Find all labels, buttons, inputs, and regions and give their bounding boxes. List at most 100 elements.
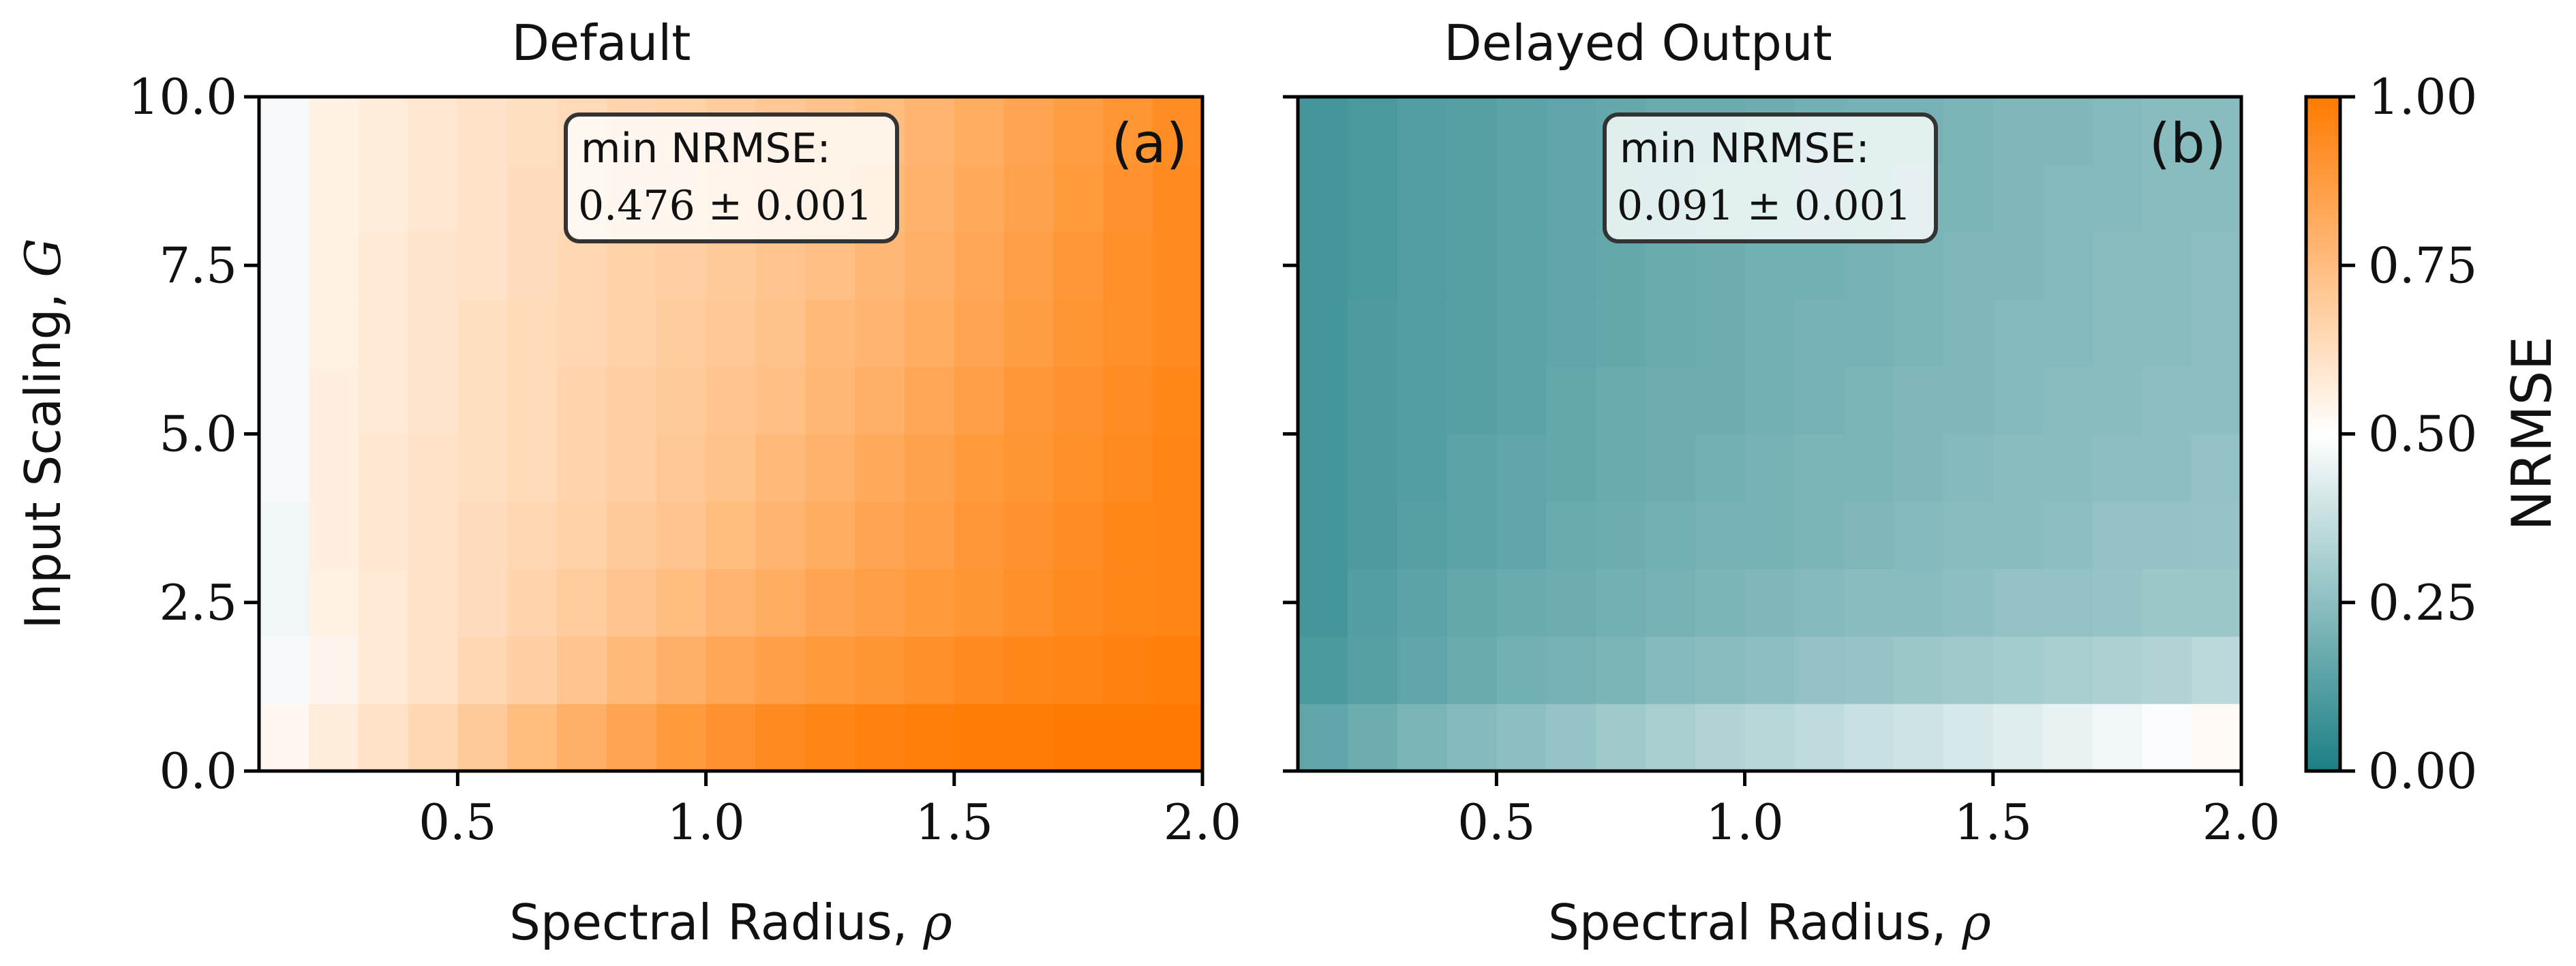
panel-a-cell (358, 569, 409, 637)
panel-a-cell (855, 704, 905, 772)
panel-a-cell (457, 636, 508, 704)
colorbar-ticks: 0.00 0.25 0.50 0.75 1.00 (2340, 68, 2477, 800)
panel-b-x-ticks: 0.5 1.0 1.5 2.0 (1457, 771, 2280, 851)
panel-a-cell (308, 231, 359, 300)
panel-b-annotation-box (1603, 112, 1938, 243)
panel-a-cell (507, 434, 558, 502)
panel-b-cell (2192, 434, 2242, 502)
panel-a-cell (755, 569, 806, 637)
panel-b-cell (2142, 704, 2192, 772)
panel-b-cell (2092, 636, 2142, 704)
panel-a-cell (557, 299, 607, 367)
panel-a-y-tick-label: 2.5 (159, 574, 237, 631)
colorbar-gradient (2304, 95, 2342, 773)
panel-a-cell (954, 704, 1005, 772)
panel-b-annotation-title: min NRMSE: (1620, 125, 1870, 172)
panel-b-cell (1397, 501, 1448, 569)
panel-a-cell (1053, 299, 1104, 367)
panel-a-cell (259, 231, 309, 300)
panel-b-cell (2142, 366, 2192, 435)
panel-b-cell (1397, 704, 1448, 772)
panel-b-cell (1894, 569, 1944, 637)
panel-b-cell (1546, 299, 1596, 367)
panel-a-cell (706, 501, 757, 569)
panel-b-cell (1347, 501, 1398, 569)
panel-b-cell (2142, 164, 2192, 232)
panel-b-cell (1446, 231, 1497, 300)
panel-b-cell (1695, 569, 1746, 637)
panel-b-cell (1943, 501, 1994, 569)
panel-b-cell (1446, 97, 1497, 165)
panel-b-cell (1546, 366, 1596, 435)
panel-b-cell (1992, 366, 2044, 435)
panel-b-cell (1844, 636, 1894, 704)
panel-a-cell (557, 501, 607, 569)
panel-b-cell (1645, 704, 1696, 772)
panel-a-cell (954, 366, 1005, 435)
panel-b-cell (2192, 97, 2242, 165)
panel-b-cell (1992, 299, 2044, 367)
panel-b-cell (1695, 299, 1746, 367)
panel-b-cell (1298, 164, 1348, 232)
panel-a-cell (1153, 164, 1203, 232)
panel-b-cell (1844, 704, 1894, 772)
panel-a-cell (1053, 501, 1104, 569)
panel-a-cell (904, 164, 955, 232)
panel-b-cell (2192, 569, 2242, 637)
panel-b-cell (2092, 501, 2142, 569)
panel-a-cell (904, 231, 955, 300)
panel-b-cell (1992, 434, 2044, 502)
panel-b-cell (2092, 164, 2142, 232)
panel-b-cell (1347, 704, 1398, 772)
panel-a-cell (457, 434, 508, 502)
panel-a-y-tick-label: 10.0 (128, 68, 237, 125)
panel-a-cell (656, 704, 707, 772)
panel-b-cell (1794, 434, 1845, 502)
panel-a-cell (904, 704, 955, 772)
panel-a-cell (358, 97, 409, 165)
panel-b-cell (2192, 366, 2242, 435)
panel-b-cell (1596, 569, 1646, 637)
panel-a-cell (606, 704, 657, 772)
panel-b-cell (1645, 434, 1696, 502)
panel-a-cell (706, 704, 757, 772)
panel-b-cell (1943, 636, 1994, 704)
panel-b-cell (1446, 501, 1497, 569)
panel-a-x-ticks: 0.5 1.0 1.5 2.0 (419, 771, 1241, 851)
panel-a-cell (904, 501, 955, 569)
panel-b-cell (1695, 434, 1746, 502)
panel-b-cell (1546, 434, 1596, 502)
panel-b-cell (1943, 231, 1994, 300)
panel-b-cell (1446, 704, 1497, 772)
panel-b-cell (1992, 569, 2044, 637)
panel-a-cell (606, 434, 657, 502)
panel-a-cell (954, 636, 1005, 704)
panel-a-cell (408, 164, 458, 232)
panel-a-cell (1153, 636, 1203, 704)
panel-b-cell (2192, 636, 2242, 704)
panel-a-cell (805, 569, 855, 637)
panel-b-cell (1794, 704, 1845, 772)
panel-b-cell (1446, 636, 1497, 704)
panel-b-cell (1596, 299, 1646, 367)
panel-a-cell (855, 434, 905, 502)
panel-b-cell (1397, 299, 1448, 367)
panel-a-cell (755, 299, 806, 367)
panel-a-cell (1003, 569, 1055, 637)
panel-b-cell (1894, 501, 1944, 569)
panel-b-cell (2192, 501, 2242, 569)
panel-b-cell (2092, 366, 2142, 435)
panel-b-cell (1645, 636, 1696, 704)
panel-a-annotation-title: min NRMSE: (581, 125, 831, 172)
panel-a-cell (1153, 501, 1203, 569)
panel-b-cell (1695, 704, 1746, 772)
panel-a-cell (1003, 97, 1055, 165)
panel-b-cell (1695, 636, 1746, 704)
panel-a-cell (706, 636, 757, 704)
panel-b-cell (1347, 636, 1398, 704)
panel-b-cell (1298, 636, 1348, 704)
panel-b-cell (2192, 704, 2242, 772)
panel-a-cell (259, 434, 309, 502)
panel-b-cell (1992, 97, 2044, 165)
panel-a-cell (408, 231, 458, 300)
